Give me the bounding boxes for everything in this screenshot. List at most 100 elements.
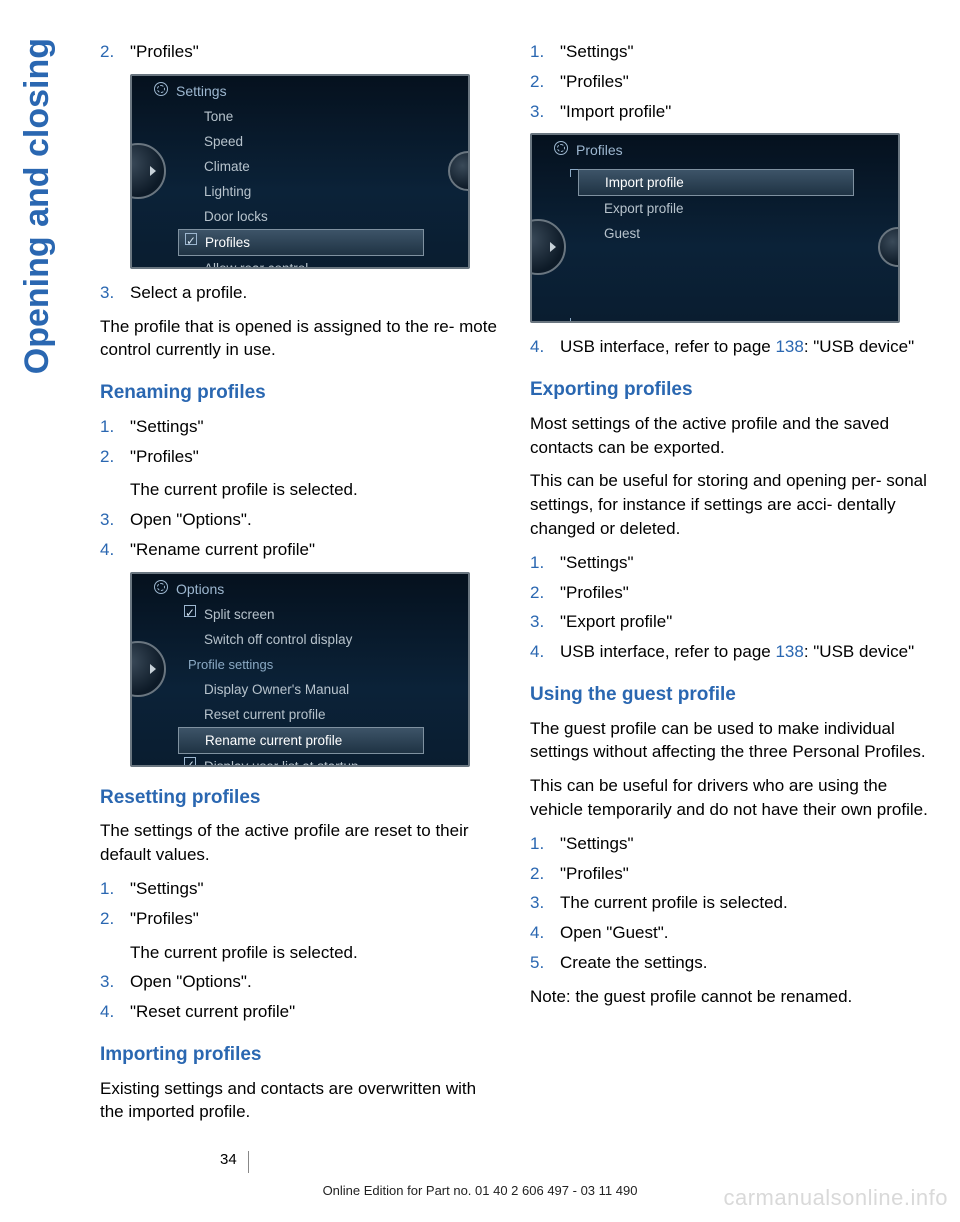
subheading-guest: Using the guest profile	[530, 682, 930, 709]
section-tab: Opening and closing	[14, 38, 62, 374]
menu-item-label: Profiles	[205, 235, 250, 250]
step-3: 3. Select a profile.	[100, 281, 500, 305]
step-text: "Profiles"	[560, 581, 629, 605]
screen-menu: Import profile Export profile Guest	[578, 169, 854, 246]
list-item: 1. "Settings"	[530, 551, 930, 575]
subheading-resetting: Resetting profiles	[100, 785, 500, 812]
step-text: "Profiles"	[560, 862, 629, 886]
list-item: 1. "Settings"	[530, 40, 930, 64]
list-item: 1. "Settings"	[530, 832, 930, 856]
menu-item: Display Owner's Manual	[178, 677, 424, 702]
subheading-importing: Importing profiles	[100, 1042, 500, 1069]
step-2: 2. "Profiles"	[100, 40, 500, 64]
check-icon	[184, 757, 196, 767]
paragraph: This can be useful for storing and openi…	[530, 469, 930, 540]
right-column: 1. "Settings" 2. "Profiles" 3. "Import p…	[530, 40, 930, 1134]
text-fragment: : "USB device"	[804, 337, 914, 356]
step-text: Open "Options".	[130, 508, 252, 532]
page-content: 2. "Profiles" Settings Tone Speed Climat…	[100, 40, 940, 1134]
step-number: 3.	[100, 281, 120, 305]
paragraph: The settings of the active profile are r…	[100, 819, 500, 867]
subheading-renaming: Renaming profiles	[100, 380, 500, 407]
list-item: 3. Open "Options".	[100, 970, 500, 994]
step-number: 3.	[530, 100, 550, 124]
step-text: USB interface, refer to page 138: "USB d…	[560, 335, 914, 359]
list-item: 2. "Profiles"	[530, 70, 930, 94]
step-text: "Export profile"	[560, 610, 672, 634]
step-text: "Settings"	[130, 415, 204, 439]
step-text: "Settings"	[130, 877, 204, 901]
step-number: 2.	[100, 907, 120, 931]
list-item: 5. Create the settings.	[530, 951, 930, 975]
menu-item: Reset current profile	[178, 702, 424, 727]
step-number: 1.	[530, 551, 550, 575]
menu-item: Display user list at startup	[178, 754, 424, 767]
page-number-rule	[248, 1151, 249, 1173]
paragraph: Existing settings and contacts are overw…	[100, 1077, 500, 1125]
step-number: 2.	[530, 70, 550, 94]
controller-knob-icon	[130, 641, 166, 697]
page-link[interactable]: 138	[775, 337, 803, 356]
list-item: 1. "Settings"	[100, 877, 500, 901]
step-number: 1.	[530, 832, 550, 856]
step-text: "Settings"	[560, 832, 634, 856]
step-number: 4.	[530, 335, 550, 359]
idrive-screenshot-options: Options Split screen Switch off control …	[130, 572, 470, 767]
step-text: "Settings"	[560, 551, 634, 575]
step-text: Open "Options".	[130, 970, 252, 994]
menu-item: Guest	[578, 221, 854, 246]
paragraph: Most settings of the active profile and …	[530, 412, 930, 460]
list-item: 4. "Rename current profile"	[100, 538, 500, 562]
menu-item: Export profile	[578, 196, 854, 221]
list-item: 1. "Settings"	[100, 415, 500, 439]
controller-knob-icon	[130, 143, 166, 199]
page-link[interactable]: 138	[775, 642, 803, 661]
step-text: "Profiles"	[560, 70, 629, 94]
text-fragment: USB interface, refer to page	[560, 337, 775, 356]
step-number: 2.	[530, 581, 550, 605]
menu-item: Speed	[178, 129, 424, 154]
paragraph: Note: the guest profile cannot be rename…	[530, 985, 930, 1009]
step-text: USB interface, refer to page 138: "USB d…	[560, 640, 914, 664]
menu-item-label: Split screen	[204, 607, 275, 622]
menu-item-selected: Profiles	[178, 229, 424, 256]
menu-item: Lighting	[178, 179, 424, 204]
menu-item: Climate	[178, 154, 424, 179]
side-button-icon	[448, 151, 470, 191]
step-number: 3.	[530, 610, 550, 634]
step-number: 2.	[100, 445, 120, 469]
list-item: 2. "Profiles"	[530, 862, 930, 886]
list-item: 3. Open "Options".	[100, 508, 500, 532]
sub-paragraph: The current profile is selected.	[130, 478, 500, 502]
menu-item: Tone	[178, 104, 424, 129]
menu-item: Split screen	[178, 602, 424, 627]
list-item: 4. USB interface, refer to page 138: "US…	[530, 640, 930, 664]
paragraph: This can be useful for drivers who are u…	[530, 774, 930, 822]
paragraph: The profile that is opened is assigned t…	[100, 315, 500, 363]
step-text: "Reset current profile"	[130, 1000, 295, 1024]
screen-title: Settings	[176, 82, 227, 102]
text-fragment: USB interface, refer to page	[560, 642, 775, 661]
watermark: carmanualsonline.info	[723, 1183, 948, 1214]
list-item: 4. "Reset current profile"	[100, 1000, 500, 1024]
page-number: 34	[220, 1149, 237, 1170]
step-text: "Rename current profile"	[130, 538, 315, 562]
sub-paragraph: The current profile is selected.	[130, 941, 500, 965]
idrive-screenshot-profiles: Profiles Import profile Export profile G…	[530, 133, 900, 323]
bracket-icon	[570, 169, 578, 177]
menu-item-selected: Rename current profile	[178, 727, 424, 754]
step-number: 5.	[530, 951, 550, 975]
menu-item-label: Display user list at startup	[204, 759, 359, 767]
menu-item: Allow rear control	[178, 256, 424, 269]
idrive-screenshot-settings: Settings Tone Speed Climate Lighting Doo…	[130, 74, 470, 269]
gear-icon	[154, 82, 168, 96]
step-number: 3.	[100, 508, 120, 532]
step-text: "Profiles"	[130, 40, 199, 64]
step-number: 4.	[100, 1000, 120, 1024]
list-item: 2. "Profiles"	[100, 907, 500, 931]
step-text: Open "Guest".	[560, 921, 668, 945]
text-fragment: : "USB device"	[804, 642, 914, 661]
step-text: "Import profile"	[560, 100, 671, 124]
screen-menu: Split screen Switch off control display …	[178, 602, 424, 767]
list-item: 3. "Export profile"	[530, 610, 930, 634]
